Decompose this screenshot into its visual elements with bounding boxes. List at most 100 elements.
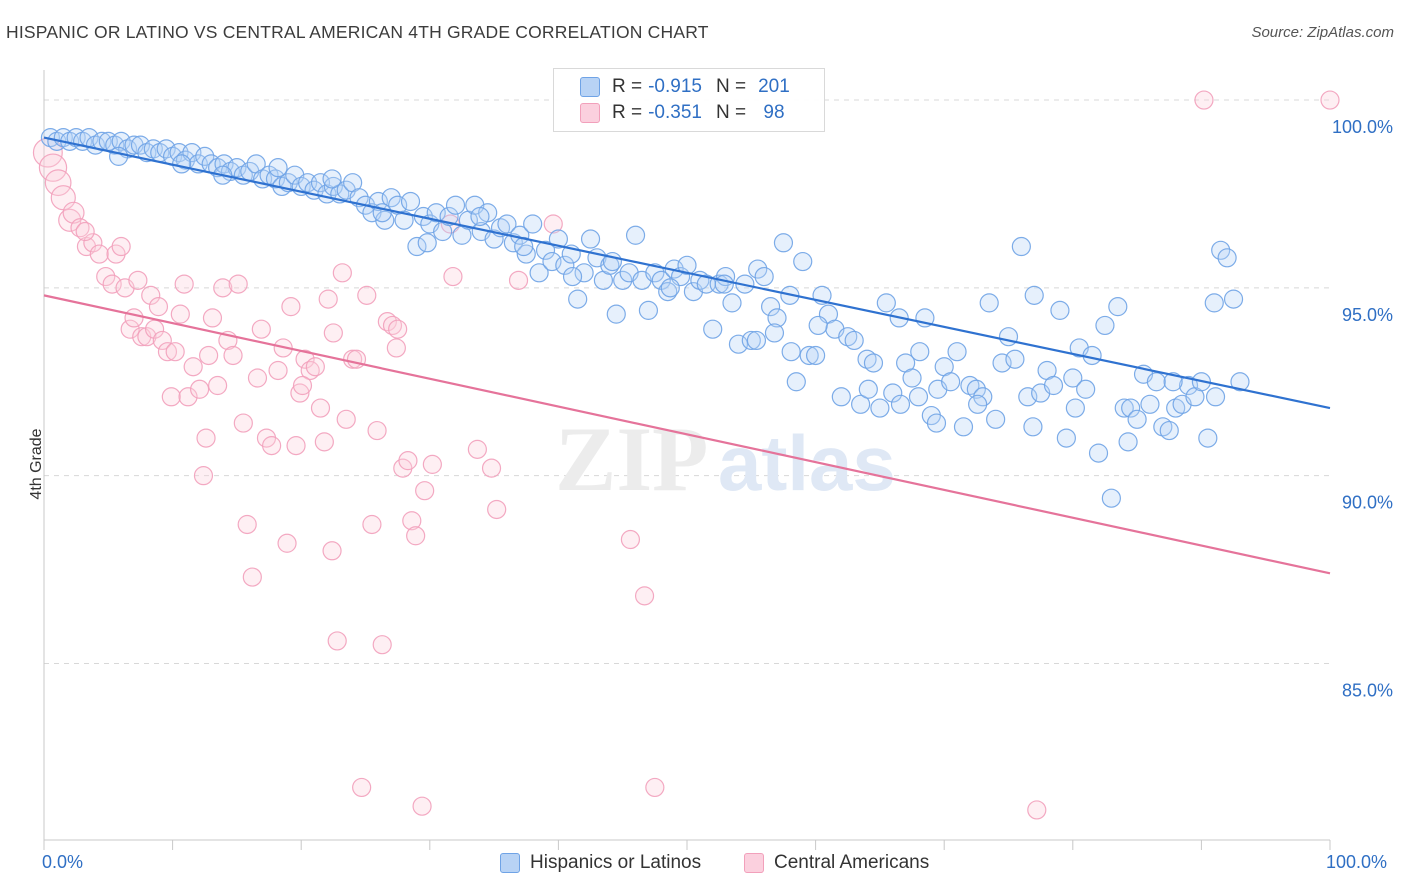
data-point (741, 330, 761, 351)
data-point (808, 315, 828, 336)
data-point (332, 263, 352, 283)
data-point (268, 360, 288, 381)
data-point (1101, 488, 1121, 508)
legend-swatch-pink (744, 853, 764, 873)
legend-r-value: -0.915 (648, 76, 702, 97)
data-point (213, 278, 233, 298)
data-point (242, 567, 262, 587)
data-point (1204, 293, 1224, 313)
legend-swatch-blue (500, 853, 520, 873)
data-point (1063, 368, 1083, 388)
watermark-zip: ZIP (555, 408, 708, 510)
data-point (382, 315, 403, 336)
data-point (381, 188, 401, 208)
data-point (606, 304, 626, 324)
data-point (773, 233, 794, 253)
data-point (1005, 349, 1025, 369)
data-point (292, 375, 313, 396)
data-point (728, 334, 749, 354)
legend-row-central-americans: R = -0.351 N = 98 (580, 100, 785, 126)
data-point (111, 236, 131, 257)
data-point (568, 289, 588, 309)
data-point (327, 631, 347, 651)
data-point (562, 266, 583, 287)
data-point (781, 342, 801, 362)
data-point (638, 300, 659, 320)
data-point (286, 436, 306, 456)
data-point (124, 308, 144, 328)
data-point (290, 383, 310, 403)
legend-n-value: 201 (758, 76, 790, 97)
series-hispanics-or-latinos (40, 128, 1250, 508)
data-point (346, 349, 367, 369)
data-point (406, 526, 426, 546)
legend-n-label: N = (715, 76, 747, 97)
data-point (422, 454, 442, 474)
data-point (542, 251, 562, 272)
data-point (1223, 289, 1244, 309)
y-tick-label: 95.0% (1342, 305, 1393, 325)
data-point (128, 270, 148, 290)
data-point (352, 777, 372, 798)
data-point (487, 499, 507, 520)
data-point (268, 158, 288, 178)
chart-title: HISPANIC OR LATINO VS CENTRAL AMERICAN 4… (6, 22, 709, 42)
data-point (228, 274, 248, 294)
data-point (141, 285, 161, 305)
data-point (746, 330, 767, 351)
data-point (953, 417, 974, 437)
data-point (1018, 387, 1038, 407)
data-point (1140, 394, 1160, 414)
data-point (986, 409, 1006, 429)
data-point (170, 304, 190, 324)
data-point (535, 240, 556, 260)
data-point (660, 278, 680, 298)
data-point (1205, 387, 1226, 407)
data-point (714, 274, 734, 294)
data-point (375, 210, 395, 230)
data-point (208, 375, 228, 396)
data-point (394, 210, 414, 230)
data-point (415, 481, 435, 501)
legend-label-central-americans: Central Americans (774, 852, 930, 873)
y-tick-label: 85.0% (1342, 680, 1393, 700)
data-point (1024, 285, 1044, 305)
x-axis-max-label: 100.0% (1326, 852, 1388, 872)
data-point (402, 511, 422, 531)
data-point (470, 206, 490, 227)
data-point (137, 327, 157, 347)
data-point (175, 150, 196, 170)
data-point (295, 349, 315, 369)
data-point (362, 514, 382, 535)
data-point (863, 353, 884, 373)
legend-n-label: N = (715, 102, 747, 123)
data-point (412, 796, 432, 816)
data-point (1121, 398, 1141, 418)
data-point (634, 586, 655, 606)
data-point (508, 270, 529, 290)
data-point (805, 345, 826, 366)
source-label: Source: ZipAtlas.com (1251, 24, 1394, 41)
data-point (148, 297, 169, 317)
data-point (1217, 248, 1237, 268)
data-point (1056, 428, 1076, 448)
data-point (310, 398, 331, 418)
data-point (851, 394, 871, 414)
data-point (38, 153, 68, 182)
data-point (1108, 297, 1128, 317)
legend-swatch-blue (580, 77, 600, 97)
data-point (70, 218, 90, 238)
legend-r-label: R = (612, 102, 643, 123)
data-point (481, 458, 502, 478)
data-point (1211, 240, 1231, 260)
legend-bottom: Hispanics or Latinos Central Americans (0, 852, 1406, 878)
data-point (62, 201, 85, 224)
legend-item-central-americans: Central Americans (744, 852, 929, 874)
data-point (793, 251, 813, 272)
data-point (908, 387, 929, 407)
data-point (941, 372, 961, 392)
data-point (613, 270, 633, 290)
data-point (237, 514, 257, 535)
watermark-atlas: atlas (718, 419, 896, 507)
